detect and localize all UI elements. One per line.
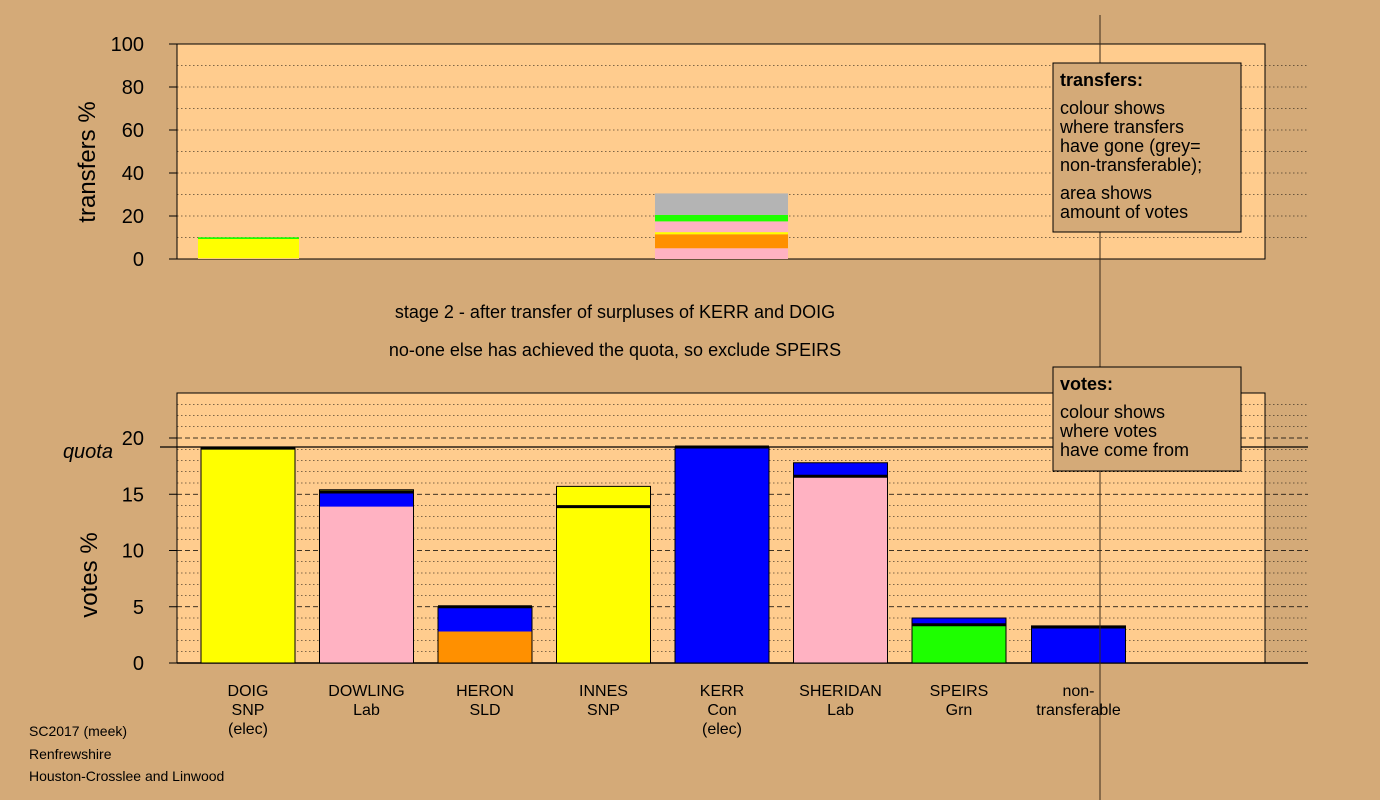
candidate-party: Con [707,702,736,719]
votes-legend-text: colour shows where votes have come from [1059,402,1189,460]
candidate-status: (elec) [228,721,268,738]
transfers-y-tick-label: 20 [122,206,144,228]
votes-y-tick-label: 0 [133,653,144,675]
transfer-segment-snp [655,232,788,235]
votes-y-tick-label: 10 [122,541,144,563]
candidate-name: INNES [579,683,628,700]
transfers-legend: transfers: colour shows where transfers ha… [1052,62,1242,233]
transfer-segment-snp [198,239,299,259]
vote-segment-snp [556,506,651,663]
transfers-y-tick-label: 0 [133,249,144,271]
candidate-name: SHERIDAN [799,683,882,700]
vote-segment-con [438,606,532,632]
vote-bar-outline [319,489,414,664]
transfer-segment-nontransferable [655,193,788,215]
vote-segment-grn [912,624,1006,663]
vote-segment-lab [793,476,888,663]
candidate-name: DOIG [228,683,269,700]
footer-ward: Houston-Crosslee and Linwood [29,768,224,784]
candidate-name: DOWLING [328,683,404,700]
vote-segment-snp [201,448,295,663]
candidate-status: (elec) [702,721,742,738]
candidate-party: Lab [353,702,380,719]
transfer-segment-grn [198,237,299,240]
candidate-party: SNP [587,702,620,719]
vote-segment-con [319,492,414,507]
transfers-legend-title: transfers: [1060,70,1143,90]
footer-election: SC2017 (meek) [29,723,127,739]
transfers-y-tick-label: 80 [122,77,144,99]
vote-bar-outline [911,617,1007,664]
votes-y-tick-label: 5 [133,597,144,619]
candidate-name: HERON [456,683,514,700]
vote-segment-con [1031,627,1126,663]
candidate-name: KERR [700,683,744,700]
transfer-segment-sld [655,234,788,249]
candidate-labels: DOIG SNP (elec) DOWLING Lab HERON SLD INNES SNP K… [228,683,1121,738]
transfers-legend-text-2: area shows amount of votes [1060,183,1188,222]
votes-bars [200,445,1126,664]
transfers-y-tick-label: 40 [122,163,144,185]
transfer-segment-grn [655,214,788,222]
exclusion-caption: no-one else has achieved the quota, so e… [389,340,841,360]
transfers-y-axis: 0 20 40 60 80 100 [111,34,177,271]
vote-segment-lab [319,506,414,663]
transfers-y-tick-label: 100 [111,34,144,56]
votes-legend: votes: colour shows where votes have come … [1052,366,1242,472]
candidate-name: non- [1062,683,1094,700]
transfer-segment-lab [198,258,299,259]
candidate-name: SPEIRS [930,683,989,700]
transfers-y-tick-label: 60 [122,120,144,142]
vote-segment-con [912,618,1006,625]
transfers-legend-text-1: colour shows where transfers have gone (gr… [1059,98,1202,175]
transfers-y-label: transfers % [74,101,101,222]
vote-segment-con [675,447,769,663]
candidate-party: transferable [1036,702,1121,719]
transfers-legend-box [1052,62,1242,233]
transfer-segment-lab [655,248,788,259]
candidate-party: Grn [946,702,973,719]
votes-y-tick-label: 15 [122,484,144,506]
stage-caption: stage 2 - after transfer of surpluses of… [395,302,835,322]
vote-segment-snp [556,486,651,507]
votes-legend-title: votes: [1060,374,1113,394]
transfer-segment-lab [655,221,788,233]
votes-y-axis: 0 5 10 15 20 [122,428,177,675]
vote-segment-con [793,462,888,477]
vote-bar-outline [793,462,888,664]
candidate-party: SLD [469,702,500,719]
vote-segment-sld [438,631,532,663]
votes-y-tick-label: 20 [122,428,144,450]
candidate-party: SNP [232,702,265,719]
transfers-bars [198,193,788,259]
votes-legend-box [1052,366,1242,472]
footer-council: Renfrewshire [29,746,112,762]
quota-label: quota [63,441,113,463]
vote-bar-outline [556,485,651,664]
candidate-party: Lab [827,702,854,719]
votes-y-label: votes % [76,532,103,617]
